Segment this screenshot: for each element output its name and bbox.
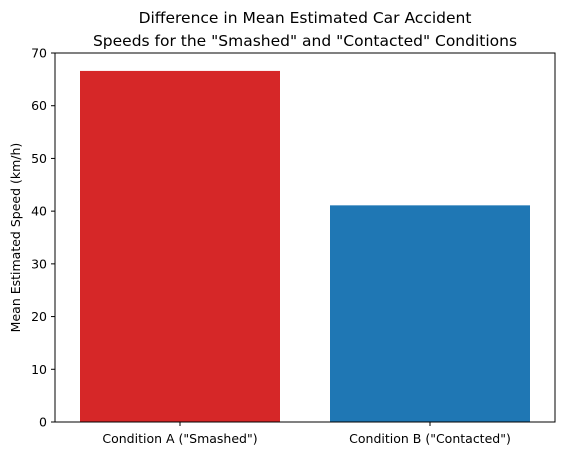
y-axis: 0 10 20 30 40 50 60 70 xyxy=(31,46,55,430)
y-tick-label: 30 xyxy=(31,256,47,271)
y-tick-label: 50 xyxy=(31,151,47,166)
x-tick-label: Condition A ("Smashed") xyxy=(102,431,257,446)
y-tick-label: 20 xyxy=(31,309,47,324)
y-tick-label: 60 xyxy=(31,98,47,113)
y-axis-label: Mean Estimated Speed (km/h) xyxy=(8,143,23,333)
x-axis: Condition A ("Smashed") Condition B ("Con… xyxy=(102,422,511,446)
y-tick-label: 40 xyxy=(31,204,47,219)
y-tick-label: 0 xyxy=(39,415,47,430)
bar-condition-a xyxy=(80,70,280,423)
x-tick-label: Condition B ("Contacted") xyxy=(349,431,511,446)
bar-condition-b xyxy=(330,205,530,422)
chart-title-line-2: Speeds for the "Smashed" and "Contacted"… xyxy=(93,32,517,50)
chart-title-line-1: Difference in Mean Estimated Car Acciden… xyxy=(139,9,472,27)
y-tick-label: 10 xyxy=(31,362,47,377)
plot-area-frame xyxy=(54,52,556,423)
y-tick-label: 70 xyxy=(31,46,47,61)
bars-group xyxy=(80,70,530,423)
